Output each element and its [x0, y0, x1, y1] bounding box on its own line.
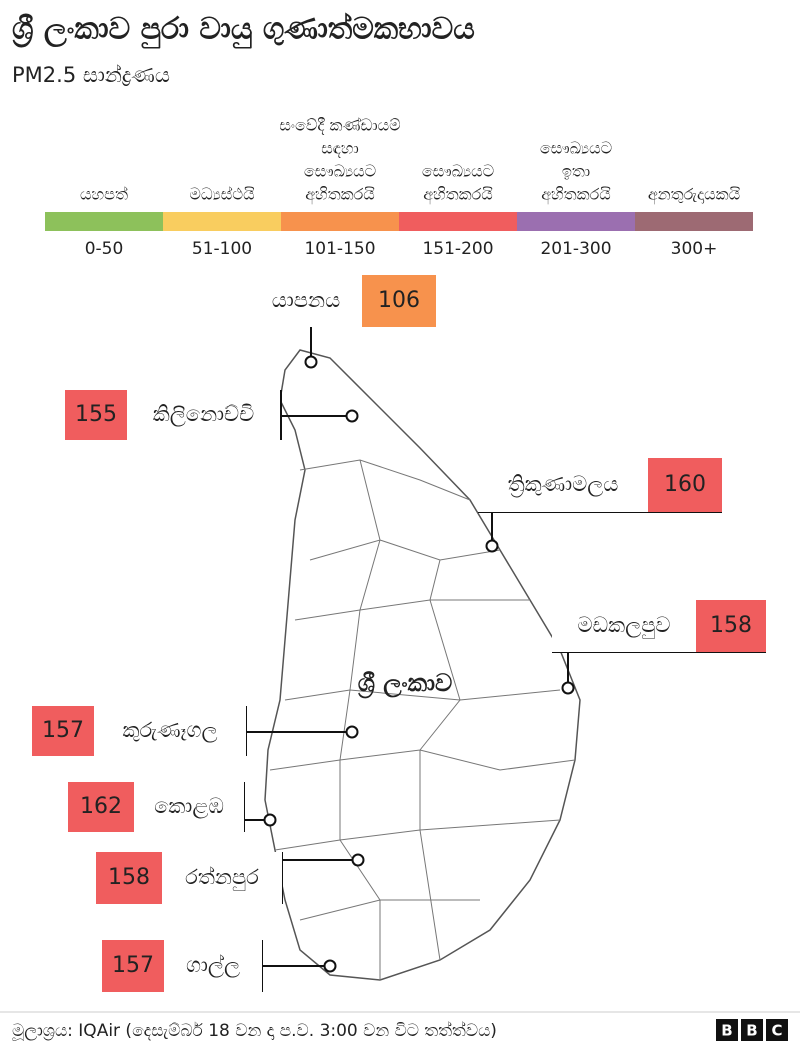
label-box: [164, 940, 262, 992]
value-box: [65, 390, 127, 440]
city-dot: [304, 355, 318, 369]
logo-box: [716, 1019, 738, 1041]
district-borders: [269, 459, 576, 980]
city-dot: [323, 959, 337, 973]
value-box: [362, 275, 436, 327]
logo-letter: B: [721, 1022, 732, 1040]
legend-range: 101-150: [304, 239, 375, 259]
value-box: [68, 782, 134, 832]
city-value: 157: [42, 718, 84, 743]
value-box: [696, 600, 766, 652]
city-name: කොළඹ: [154, 794, 224, 819]
legend-label: යහපත්: [80, 185, 128, 204]
city-dot: [485, 539, 499, 553]
legend-swatch: [45, 212, 163, 231]
legend-label: සඳහා: [321, 139, 359, 158]
legend-label: ඉතා: [562, 162, 590, 181]
legend-swatch: [163, 212, 281, 231]
value-box: [96, 852, 162, 904]
city-name: ගාල්ල: [186, 953, 240, 978]
value-box: [102, 940, 164, 992]
subtitle: PM2.5 සාන්ද්‍රණය: [12, 63, 170, 87]
legend-range: 300+: [671, 239, 718, 259]
map: [264, 349, 581, 981]
title: ශ්‍රී ලංකාව පුරා වායු ගුණාත්මකභාවය: [12, 12, 475, 50]
label-box: [162, 852, 282, 904]
island-outline: [264, 349, 581, 981]
city-value: 106: [378, 288, 420, 313]
city-name: යාපනය: [272, 288, 340, 312]
city-value: 158: [710, 613, 752, 638]
city-dot: [345, 409, 359, 423]
label-box: [552, 600, 696, 652]
legend-range: 151-200: [422, 239, 493, 259]
legend-label: සෞඛ්‍යයට: [422, 162, 494, 181]
label-box: [127, 390, 280, 440]
city-value: 158: [108, 865, 150, 890]
map-label: ශ්‍රී ලංකාව: [358, 669, 453, 698]
city-dot: [561, 681, 575, 695]
legend-swatch: [281, 212, 399, 231]
value-box: [648, 458, 722, 512]
label-box: [250, 275, 362, 327]
legend-swatch: [635, 212, 753, 231]
city-value: 162: [80, 794, 122, 819]
legend-label: අනතුරුදායකයි: [648, 185, 740, 205]
value-box: [32, 706, 94, 756]
city-value: 155: [75, 402, 117, 427]
city-name: රත්නපුර: [185, 865, 259, 891]
city-value: 157: [112, 953, 154, 978]
legend-label: අහිතකරයි: [541, 185, 611, 205]
label-box: [134, 782, 244, 832]
logo-letter: B: [746, 1022, 757, 1040]
city-dot: [351, 853, 365, 867]
legend-label: සෞඛ්‍යයට: [540, 139, 612, 158]
logo-box: [741, 1019, 763, 1041]
legend-range: 0-50: [85, 239, 124, 259]
legend-label: සංවේදී කණ්ඩායම්: [279, 116, 400, 135]
source: මූලාශ්‍රය: IQAir (දෙසැම්බර් 18 වන දා ප.ව…: [12, 1021, 497, 1041]
logo-letter: C: [771, 1022, 782, 1040]
city-name: කුරුණෑගල: [122, 718, 217, 743]
legend-range: 201-300: [540, 239, 611, 259]
logo-box: [766, 1019, 788, 1041]
legend-label: සෞඛ්‍යයට: [304, 162, 376, 181]
city-dot: [345, 725, 359, 739]
legend-range: 51-100: [192, 239, 252, 259]
city-name: ත්‍රිකුණාමලය: [508, 472, 619, 498]
legend-label: අහිතකරයි: [305, 185, 375, 205]
city-name: කිලිනොච්චි: [153, 402, 255, 427]
city-value: 160: [664, 472, 706, 497]
city-dot: [263, 813, 277, 827]
legend-label: අහිතකරයි: [423, 185, 493, 205]
label-box: [94, 706, 246, 756]
label-box: [478, 458, 648, 512]
city-name: මඩකලපුව: [577, 613, 670, 639]
legend-label: මධ්‍යස්ථයි: [189, 185, 254, 204]
legend-swatch: [399, 212, 517, 231]
legend-swatch: [517, 212, 635, 231]
